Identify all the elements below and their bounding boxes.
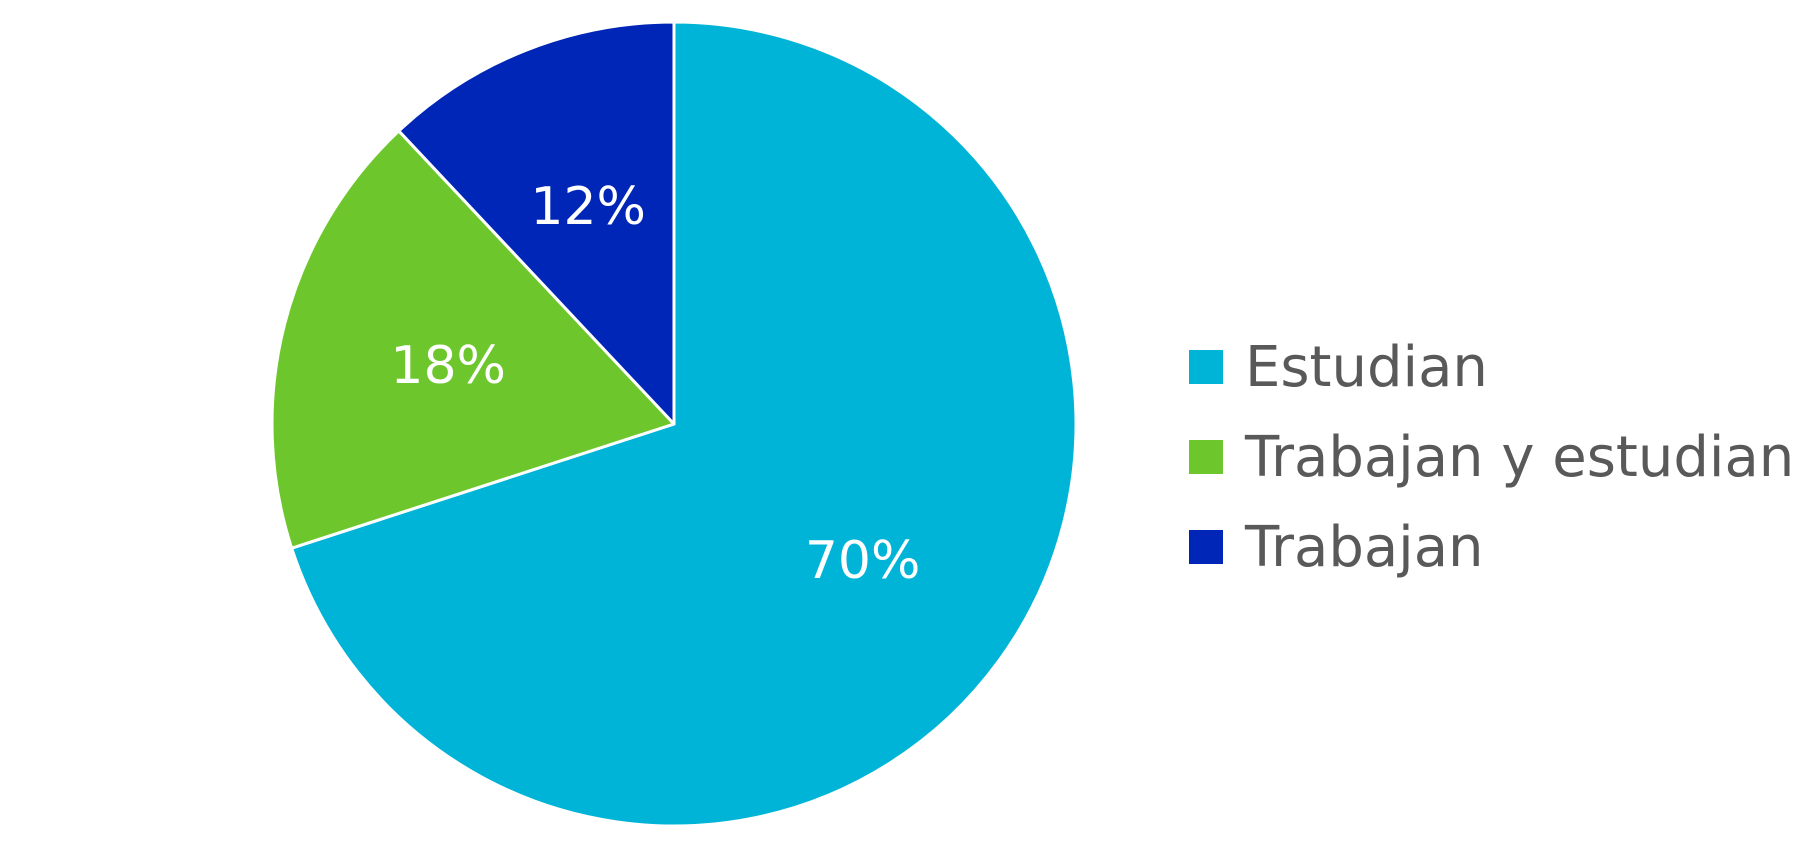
pie-slice-trabajan [397, 20, 676, 426]
legend-item-trabajan-y-estudian: Trabajan y estudian [1189, 412, 1794, 502]
legend-label: Trabajan y estudian [1245, 424, 1795, 490]
chart-legend: Estudian Trabajan y estudian Trabajan [1189, 322, 1794, 592]
legend-swatch [1189, 440, 1223, 474]
data-label-estudian: 70% [805, 531, 921, 591]
pie-slice-estudian [290, 20, 1078, 828]
pie-slices [270, 20, 1078, 828]
legend-item-trabajan: Trabajan [1189, 502, 1794, 592]
pie-slice-trabajan-y-estudian [270, 129, 676, 550]
legend-label: Trabajan [1245, 514, 1484, 580]
legend-swatch [1189, 530, 1223, 564]
pie-data-labels: 70% 18% 12% [390, 177, 920, 591]
legend-swatch [1189, 350, 1223, 384]
data-label-trabajan-y-estudian: 18% [390, 336, 506, 396]
legend-item-estudian: Estudian [1189, 322, 1794, 412]
legend-label: Estudian [1245, 334, 1488, 400]
data-label-trabajan: 12% [530, 177, 646, 237]
